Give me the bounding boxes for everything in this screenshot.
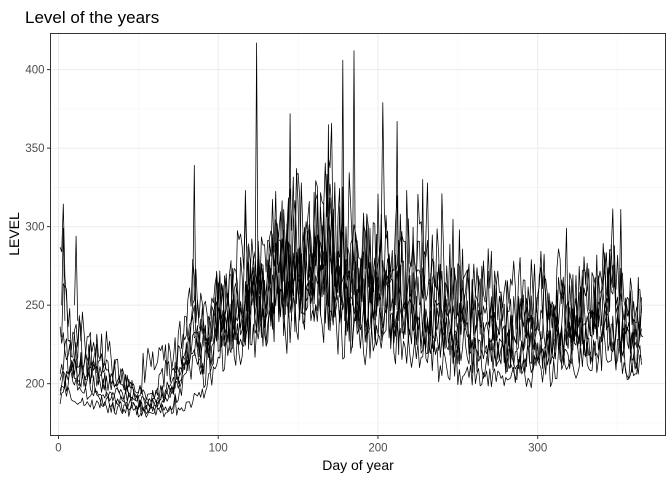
series-peak-2 — [352, 50, 356, 321]
x-axis: 0 100 200 300 — [55, 435, 547, 455]
series-peak-1 — [254, 42, 259, 321]
x-tick-label: 300 — [528, 443, 547, 455]
y-tick-label: 350 — [25, 143, 44, 155]
y-axis: 200 250 300 350 400 — [25, 65, 51, 391]
series-group — [59, 42, 644, 418]
series-line-2 — [59, 102, 642, 395]
series-line-7 — [59, 172, 642, 413]
series-line-8 — [61, 225, 644, 412]
y-tick-label: 300 — [25, 222, 44, 234]
series-peak-4 — [288, 113, 293, 321]
y-tick-label: 400 — [25, 65, 44, 77]
y-tick-label: 250 — [25, 300, 44, 312]
x-tick-label: 100 — [209, 443, 228, 455]
series-peak-11 — [420, 179, 425, 321]
chart-title: Level of the years — [25, 8, 159, 27]
x-tick-label: 0 — [55, 443, 61, 455]
series-peak-8 — [618, 209, 623, 321]
x-axis-title: Day of year — [322, 457, 394, 473]
y-tick-label: 200 — [25, 379, 44, 391]
series-peak-10 — [74, 235, 79, 321]
y-axis-title: LEVEL — [6, 212, 22, 256]
x-tick-label: 200 — [368, 443, 387, 455]
series-line-3 — [59, 197, 642, 417]
series-peak-9 — [61, 227, 66, 321]
series-peak-3 — [340, 59, 345, 321]
series-peak-7 — [192, 165, 197, 321]
panel-border — [50, 33, 666, 436]
series-peak-6 — [326, 124, 331, 321]
series-peak-5 — [395, 121, 400, 321]
